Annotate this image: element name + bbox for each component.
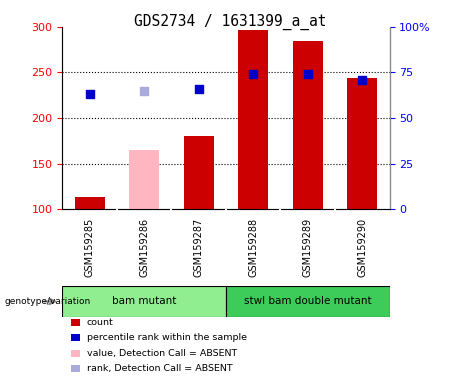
Text: GSM159286: GSM159286 <box>139 218 149 277</box>
Point <box>359 77 366 83</box>
Text: GSM159289: GSM159289 <box>303 218 313 277</box>
Text: stwl bam double mutant: stwl bam double mutant <box>244 296 372 306</box>
Bar <box>293 41 323 209</box>
Point <box>304 71 311 78</box>
Text: count: count <box>87 318 113 327</box>
Text: value, Detection Call = ABSENT: value, Detection Call = ABSENT <box>87 349 237 358</box>
Point <box>86 91 93 98</box>
Text: GDS2734 / 1631399_a_at: GDS2734 / 1631399_a_at <box>134 13 327 30</box>
Point <box>195 86 202 92</box>
Text: GSM159290: GSM159290 <box>357 218 367 277</box>
Bar <box>129 150 159 209</box>
Text: rank, Detection Call = ABSENT: rank, Detection Call = ABSENT <box>87 364 232 373</box>
Text: bam mutant: bam mutant <box>112 296 176 306</box>
Point <box>140 88 148 94</box>
Text: percentile rank within the sample: percentile rank within the sample <box>87 333 247 343</box>
Bar <box>62 286 226 317</box>
Bar <box>183 136 213 209</box>
Text: genotype/variation: genotype/variation <box>5 297 91 306</box>
Bar <box>226 286 390 317</box>
Bar <box>75 197 105 209</box>
Text: GSM159288: GSM159288 <box>248 218 258 277</box>
Bar <box>347 78 377 209</box>
Text: GSM159287: GSM159287 <box>194 218 204 277</box>
Text: GSM159285: GSM159285 <box>84 218 95 277</box>
Bar <box>238 30 268 209</box>
Point <box>249 71 257 78</box>
